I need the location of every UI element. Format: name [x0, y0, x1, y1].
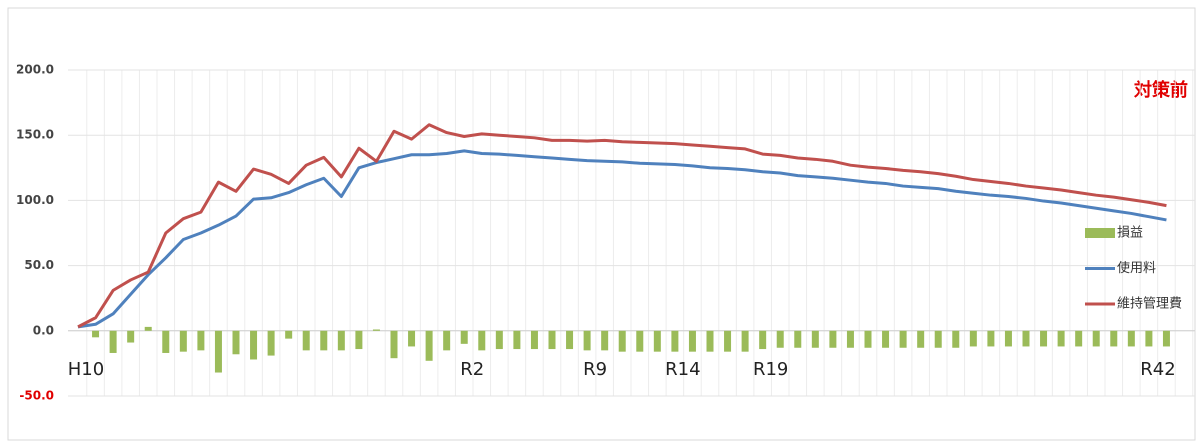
bar	[794, 330, 802, 348]
bar	[267, 330, 275, 356]
bar	[583, 330, 591, 351]
annotation: 対策前	[1133, 79, 1188, 101]
bar	[513, 330, 521, 350]
bar	[1040, 330, 1048, 347]
bar	[829, 330, 837, 348]
x-tick-label: R19	[753, 359, 788, 380]
bar	[987, 330, 995, 347]
bar	[1110, 330, 1118, 347]
bar	[759, 330, 767, 350]
bar	[1127, 330, 1135, 347]
y-tick-label: 100.0	[16, 193, 54, 207]
chart-frame	[7, 7, 1196, 441]
line	[77, 149, 1167, 329]
x-tick-label: H10	[68, 359, 104, 380]
y-tick-label: 200.0	[16, 63, 54, 77]
bar	[372, 329, 380, 331]
x-tick-label: R2	[460, 359, 484, 380]
x-tick-label: R9	[583, 359, 607, 380]
legend-label: 使用料	[1117, 260, 1156, 276]
bar	[724, 330, 732, 352]
bar	[636, 330, 644, 352]
bar	[460, 330, 468, 344]
bar	[1092, 330, 1100, 347]
bar	[969, 330, 977, 347]
bar	[478, 330, 486, 351]
bar	[232, 330, 240, 355]
bar	[127, 330, 135, 343]
bar	[741, 330, 749, 352]
bar	[653, 330, 661, 352]
bar	[320, 330, 328, 351]
bar	[285, 330, 293, 339]
bar	[495, 330, 503, 350]
bar	[601, 330, 609, 351]
bar	[92, 330, 100, 338]
bar	[530, 330, 538, 350]
bar	[864, 330, 872, 348]
x-tick-label: R14	[665, 359, 700, 380]
bar	[1057, 330, 1065, 347]
bar	[197, 330, 205, 351]
bar	[1145, 330, 1153, 347]
bar	[179, 330, 187, 352]
bar	[618, 330, 626, 352]
bar	[706, 330, 714, 352]
bar	[144, 326, 152, 331]
bar	[776, 330, 784, 348]
legend-swatch	[1085, 228, 1115, 238]
bar	[1022, 330, 1030, 347]
bar	[408, 330, 416, 347]
bar	[1162, 330, 1170, 347]
bar	[846, 330, 854, 348]
bar	[548, 330, 556, 350]
bar	[917, 330, 925, 348]
bar	[952, 330, 960, 348]
bar	[688, 330, 696, 352]
bar	[899, 330, 907, 348]
y-tick-label: 50.0	[24, 258, 54, 272]
x-tick-label: R42	[1140, 359, 1175, 380]
bar	[1075, 330, 1083, 347]
bar	[302, 330, 310, 351]
bar	[811, 330, 819, 348]
bar	[162, 330, 170, 353]
bar	[934, 330, 942, 348]
bar	[355, 330, 363, 350]
bar	[882, 330, 890, 348]
line	[77, 123, 1167, 329]
bar	[390, 330, 398, 359]
bar	[109, 330, 117, 353]
legend-label: 損益	[1117, 226, 1143, 241]
bar	[566, 330, 574, 350]
y-tick-label: 150.0	[16, 128, 54, 142]
y-tick-label: -50.0	[19, 389, 54, 403]
bar	[671, 330, 679, 352]
bar	[443, 330, 451, 351]
bar	[1004, 330, 1012, 347]
y-tick-label: 0.0	[33, 323, 54, 337]
bar	[337, 330, 345, 351]
bar	[214, 330, 222, 373]
bar	[250, 330, 258, 360]
bar	[425, 330, 433, 361]
legend-label: 維持管理費	[1117, 297, 1182, 312]
